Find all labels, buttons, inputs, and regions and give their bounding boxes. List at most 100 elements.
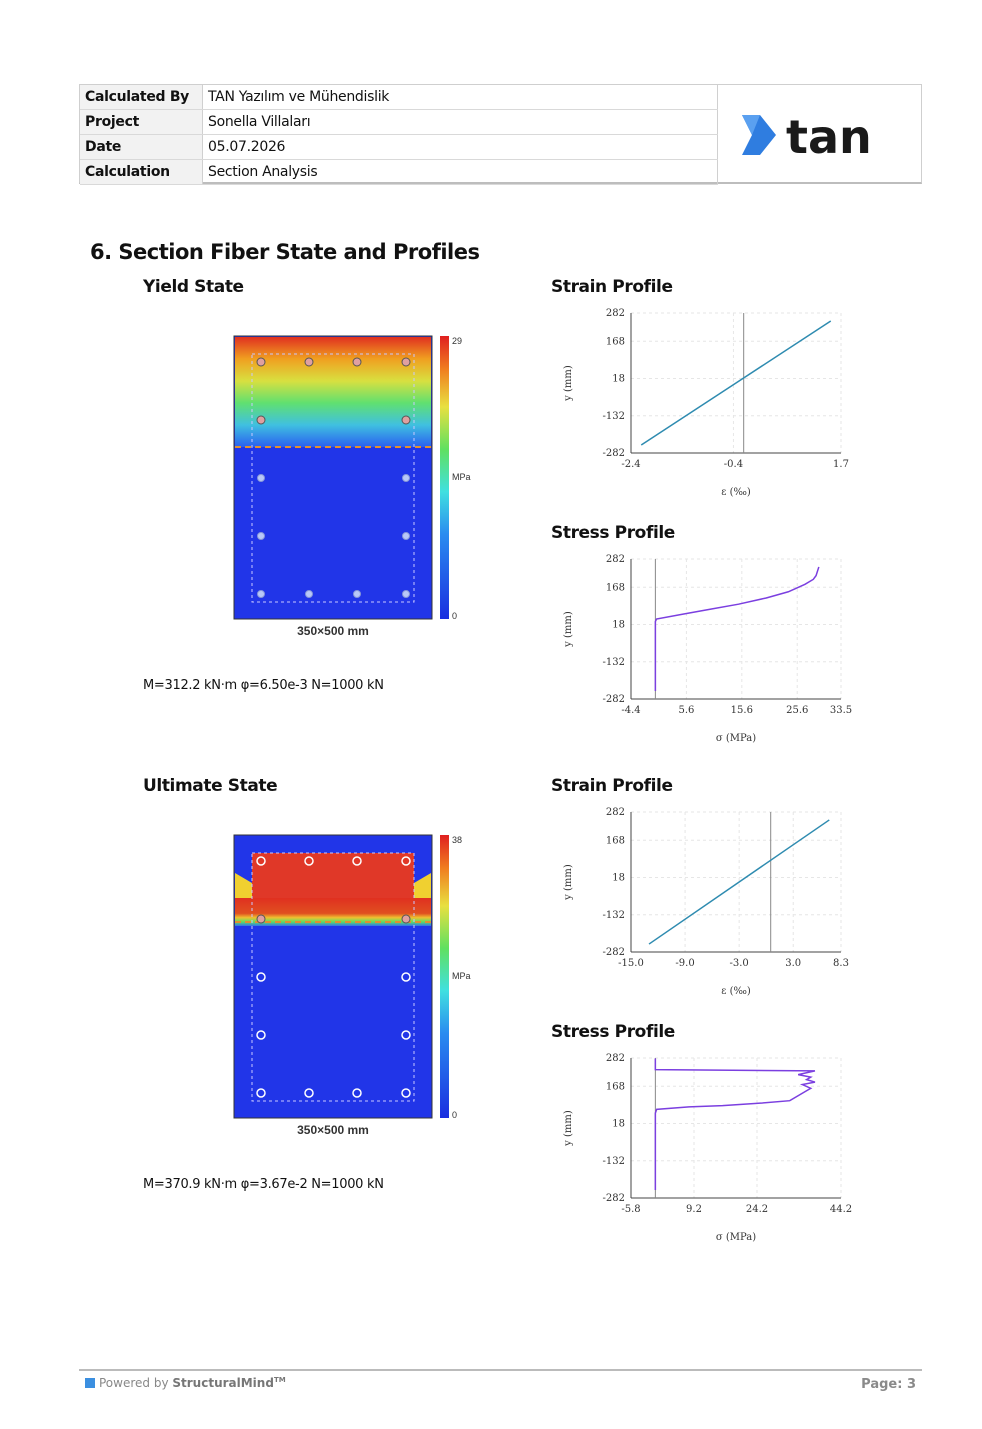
- y-tick-label: -132: [603, 1156, 625, 1167]
- key: Project: [80, 109, 203, 135]
- y-tick-label: 18: [612, 620, 625, 631]
- confined-core-zone: [252, 853, 414, 903]
- y-tick-label: -282: [603, 694, 625, 705]
- ultimate-moment: M=370.9 kN·m φ=3.67e-2 N=1000 kN: [143, 1177, 384, 1192]
- y-axis-label: y (mm): [563, 611, 574, 648]
- ultimate-title: Ultimate State: [143, 776, 278, 796]
- rebar: [401, 914, 411, 924]
- y-tick-label: -132: [603, 411, 625, 422]
- profile-line: [640, 320, 832, 446]
- strain-profile-title-2: Strain Profile: [551, 776, 673, 796]
- x-tick-label: 24.2: [746, 1204, 768, 1215]
- footer-divider: [79, 1369, 922, 1371]
- y-tick-label: 282: [606, 1053, 625, 1064]
- rebar: [304, 357, 314, 367]
- rebar: [401, 357, 411, 367]
- rebar: [402, 590, 410, 598]
- strain-profile-chart-1: -2.4 -0.4 1.7 282 168 18 -132 -282 ε (‰) y (mm): [563, 308, 849, 498]
- x-tick-label: 33.5: [830, 705, 852, 716]
- stirrup-outline: [251, 353, 415, 603]
- y-tick-label: -282: [603, 1193, 625, 1204]
- colorbar-unit: MPa: [452, 472, 471, 482]
- rebar: [352, 1088, 362, 1098]
- stress-profile-title-1: Stress Profile: [551, 523, 675, 543]
- x-tick-label: 44.2: [830, 1204, 852, 1215]
- colorbar-min: 0: [452, 611, 457, 621]
- colorbar: [440, 835, 449, 1118]
- ultimate-section-caption: 350×500 mm: [297, 1123, 369, 1137]
- row-calculated-by: Calculated By TAN Yazılım ve Mühendislik: [80, 85, 718, 110]
- rebar: [401, 972, 411, 982]
- rebar: [257, 532, 265, 540]
- yield-title: Yield State: [143, 277, 244, 297]
- svg-text:tan: tan: [786, 111, 872, 161]
- yield-section-plot: 29 MPa 0: [233, 335, 471, 621]
- rebar: [256, 856, 266, 866]
- compression-zone: [235, 337, 431, 447]
- value: Section Analysis: [202, 159, 718, 185]
- rebar: [401, 1088, 411, 1098]
- profile-line: [654, 1058, 816, 1191]
- rebar: [402, 532, 410, 540]
- x-tick-label: -9.0: [675, 958, 694, 969]
- x-axis-label: ε (‰): [721, 487, 751, 498]
- colorbar-unit: MPa: [452, 971, 471, 981]
- y-tick-label: 18: [612, 873, 625, 884]
- header-table: Calculated By TAN Yazılım ve Mühendislik …: [79, 84, 922, 185]
- rebar: [401, 1030, 411, 1040]
- rebar: [352, 357, 362, 367]
- x-axis-label: σ (MPa): [716, 1232, 756, 1243]
- y-tick-label: -132: [603, 910, 625, 921]
- rebar: [257, 474, 265, 482]
- rebar: [256, 1088, 266, 1098]
- rebar: [257, 590, 265, 598]
- x-tick-label: 15.6: [731, 705, 753, 716]
- section-title: 6. Section Fiber State and Profiles: [90, 240, 480, 264]
- info-table: Calculated By TAN Yazılım ve Mühendislik …: [80, 85, 718, 185]
- tan-logo: tan: [742, 111, 872, 161]
- x-tick-label: 25.6: [786, 705, 808, 716]
- row-date: Date 05.07.2026: [80, 134, 718, 160]
- row-project: Project Sonella Villaları: [80, 109, 718, 135]
- key: Date: [80, 134, 203, 160]
- rebar: [352, 856, 362, 866]
- value: TAN Yazılım ve Mühendislik: [202, 85, 718, 110]
- x-tick-label: -2.4: [621, 459, 640, 470]
- y-axis-label: y (mm): [563, 365, 574, 402]
- profile-line: [648, 819, 830, 945]
- y-axis-label: y (mm): [563, 864, 574, 901]
- y-tick-label: -132: [603, 657, 625, 668]
- powered-by: Powered by StructuralMindTM: [85, 1376, 286, 1390]
- y-tick-label: -282: [603, 448, 625, 459]
- profile-line: [654, 566, 820, 692]
- y-tick-label: 168: [606, 582, 625, 593]
- rebar: [353, 590, 361, 598]
- x-tick-label: 5.6: [678, 705, 694, 716]
- strain-profile-chart-2: -15.0 -9.0 -3.0 3.0 8.3 282 168 18 -132 -282 ε (‰)…: [563, 807, 849, 997]
- x-tick-label: -4.4: [621, 705, 640, 716]
- page-number: Page: 3: [861, 1377, 916, 1392]
- rebar: [304, 1088, 314, 1098]
- x-tick-label: 3.0: [785, 958, 801, 969]
- rebar: [256, 972, 266, 982]
- x-tick-label: -3.0: [730, 958, 749, 969]
- value: 05.07.2026: [202, 134, 718, 160]
- rebar: [401, 415, 411, 425]
- y-tick-label: 18: [612, 374, 625, 385]
- y-tick-label: 18: [612, 1119, 625, 1130]
- y-tick-label: 282: [606, 554, 625, 565]
- x-tick-label: -0.4: [724, 459, 743, 470]
- colorbar-max: 38: [452, 835, 462, 845]
- colorbar: [440, 336, 449, 619]
- x-tick-label: -15.0: [618, 958, 644, 969]
- value: Sonella Villaları: [202, 109, 718, 135]
- x-tick-label: 8.3: [833, 958, 849, 969]
- x-tick-label: 9.2: [686, 1204, 702, 1215]
- rebar: [256, 1030, 266, 1040]
- stress-profile-chart-1: -4.4 5.6 15.6 25.6 33.5 282 168 18 -132 -282 σ (MP…: [563, 554, 852, 744]
- row-calculation: Calculation Section Analysis: [80, 159, 718, 185]
- y-tick-label: 168: [606, 835, 625, 846]
- ultimate-section-plot: 38 MPa 0: [233, 834, 471, 1120]
- colorbar-min: 0: [452, 1110, 457, 1120]
- x-axis-label: σ (MPa): [716, 733, 756, 744]
